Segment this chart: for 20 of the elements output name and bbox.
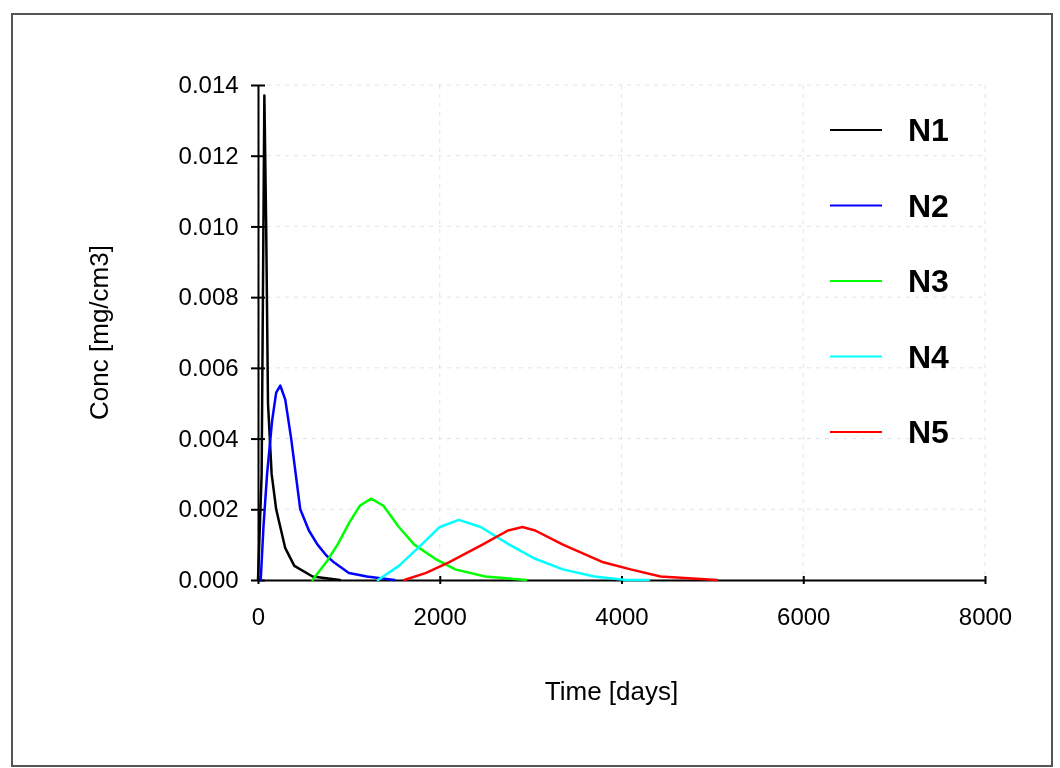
y-tick-label: 0.002 (178, 495, 239, 523)
x-tick-label: 4000 (595, 602, 649, 630)
y-axis-title: Conc [mg/cm3] (84, 245, 114, 420)
x-axis-title: Time [days] (544, 676, 679, 706)
x-tick-label: 8000 (958, 602, 1013, 630)
legend-label: N1 (908, 112, 949, 148)
y-tick-label: 0.012 (178, 141, 239, 169)
legend-label: N2 (908, 187, 949, 224)
x-tick-label: 0 (251, 602, 266, 630)
y-tick-label: 0.010 (178, 212, 239, 240)
x-tick-label: 2000 (413, 602, 467, 630)
y-tick-label: 0.004 (178, 424, 239, 452)
y-tick-label: 0.000 (178, 566, 239, 594)
legend-label: N5 (908, 414, 949, 450)
x-tick-label: 6000 (777, 602, 831, 630)
y-tick-label: 0.006 (178, 354, 239, 382)
y-tick-label: 0.008 (178, 283, 239, 311)
legend-label: N3 (908, 263, 949, 299)
y-tick-label: 0.014 (178, 71, 239, 99)
legend-label: N4 (908, 338, 950, 375)
